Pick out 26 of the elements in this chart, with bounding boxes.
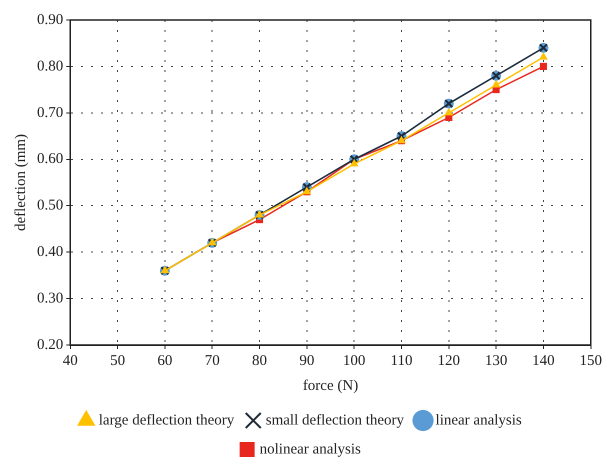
y-tick-label: 0.40 (37, 244, 64, 260)
y-tick-label: 0.80 (37, 58, 64, 74)
x-tick-label: 110 (390, 352, 412, 369)
legend-label: small deflection theory (266, 412, 405, 428)
y-tick-label: 0.30 (37, 290, 64, 307)
x-tick-label: 60 (157, 352, 172, 369)
y-tick-label: 0.60 (37, 151, 64, 168)
x-tick-label: 80 (252, 352, 268, 369)
y-axis-title: deflection (mm) (12, 134, 29, 232)
y-tick-label: 0.70 (37, 104, 64, 121)
legend-label: nolinear analysis (260, 441, 362, 458)
x-tick-label: 140 (532, 352, 555, 369)
x-axis-title: force (N) (302, 378, 358, 394)
x-tick-label: 90 (299, 352, 314, 369)
x-tick-label: 70 (204, 352, 220, 369)
x-tick-label: 130 (484, 352, 508, 369)
x-tick-label: 50 (110, 352, 126, 369)
x-tick-label: 40 (62, 352, 78, 369)
x-tick-label: 100 (342, 352, 366, 369)
legend-label: linear analysis (436, 412, 522, 428)
y-tick-label: 0.90 (37, 12, 64, 28)
y-tick-label: 0.50 (37, 198, 64, 214)
x-tick-label: 120 (438, 352, 460, 369)
x-tick-label: 150 (580, 352, 602, 369)
legend-label: large deflection theory (98, 412, 235, 428)
y-tick-label: 0.20 (37, 336, 64, 353)
